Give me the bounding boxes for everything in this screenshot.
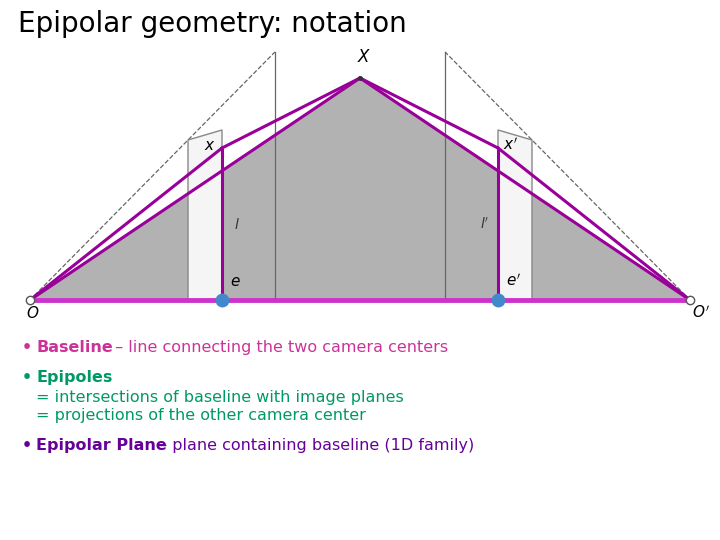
- Text: $x'$: $x'$: [503, 137, 518, 153]
- Polygon shape: [30, 78, 690, 300]
- Text: – line connecting the two camera centers: – line connecting the two camera centers: [110, 340, 448, 355]
- Polygon shape: [188, 130, 222, 300]
- Text: $X$: $X$: [357, 48, 372, 66]
- Text: = projections of the other camera center: = projections of the other camera center: [36, 408, 366, 423]
- Text: •: •: [22, 438, 32, 453]
- Text: $e'$: $e'$: [506, 272, 521, 289]
- Text: Baseline: Baseline: [36, 340, 113, 355]
- Text: $l'$: $l'$: [480, 217, 490, 232]
- Text: $O$: $O$: [26, 305, 40, 321]
- Text: = intersections of baseline with image planes: = intersections of baseline with image p…: [36, 390, 404, 405]
- Text: •: •: [22, 370, 32, 385]
- Text: $O'$: $O'$: [692, 305, 710, 321]
- Text: $l$: $l$: [234, 217, 240, 232]
- Text: •: •: [22, 340, 32, 355]
- Text: Epipolar Plane: Epipolar Plane: [36, 438, 167, 453]
- Text: Epipolar geometry: notation: Epipolar geometry: notation: [18, 10, 407, 38]
- Text: $e$: $e$: [230, 274, 240, 289]
- Polygon shape: [498, 130, 532, 300]
- Text: Epipoles: Epipoles: [36, 370, 112, 385]
- Text: $x$: $x$: [204, 138, 215, 153]
- Text: – plane containing baseline (1D family): – plane containing baseline (1D family): [154, 438, 474, 453]
